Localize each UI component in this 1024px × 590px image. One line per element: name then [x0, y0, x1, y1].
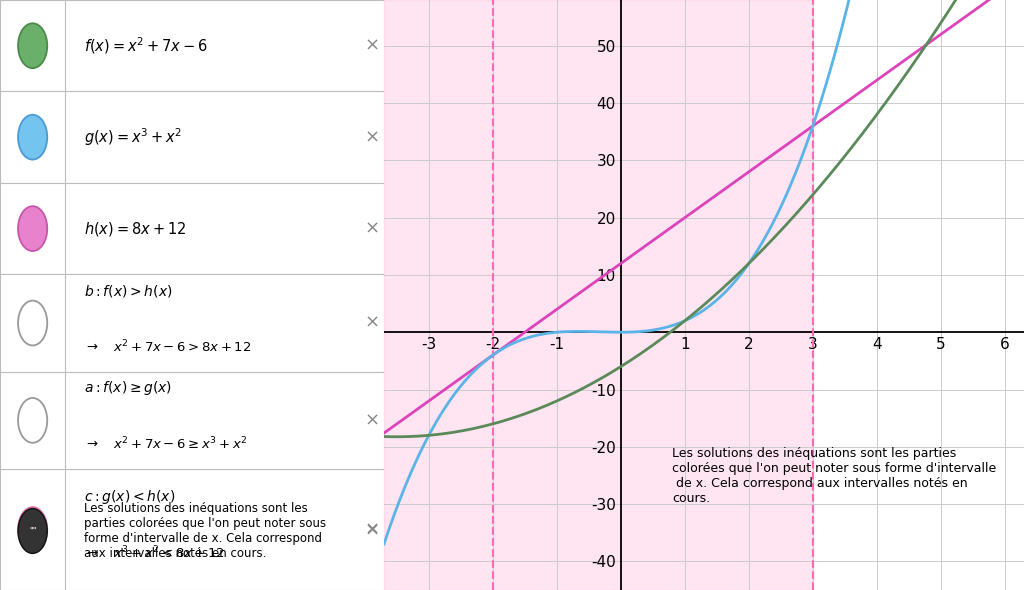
Text: $b : f(x) > h(x)$: $b : f(x) > h(x)$: [85, 283, 173, 299]
Circle shape: [18, 300, 47, 345]
Text: ×: ×: [365, 37, 380, 55]
Text: $\rightarrow \quad x^2 + 7x - 6 > 8x + 12$: $\rightarrow \quad x^2 + 7x - 6 > 8x + 1…: [85, 338, 252, 355]
Circle shape: [18, 114, 47, 160]
Text: $h(x) = 8x + 12$: $h(x) = 8x + 12$: [85, 219, 186, 238]
Text: $a : f(x) \geq g(x)$: $a : f(x) \geq g(x)$: [85, 379, 173, 397]
Text: ×: ×: [365, 522, 380, 540]
Text: $\rightarrow \quad x^2 + 7x - 6 \geq x^3 + x^2$: $\rightarrow \quad x^2 + 7x - 6 \geq x^3…: [85, 435, 248, 453]
Text: ×: ×: [365, 219, 380, 238]
Text: $g(x) = x^3 + x^2$: $g(x) = x^3 + x^2$: [85, 126, 183, 148]
Text: Les solutions des inéquations sont les parties
colorées que l'on peut noter sous: Les solutions des inéquations sont les p…: [672, 447, 996, 505]
Text: "": "": [29, 526, 37, 536]
Circle shape: [18, 509, 47, 553]
Text: ×: ×: [365, 411, 380, 430]
Text: ×: ×: [365, 314, 380, 332]
Text: ×: ×: [365, 520, 380, 539]
Text: $\rightarrow \quad x^3 + x^2 < 8x + 12$: $\rightarrow \quad x^3 + x^2 < 8x + 12$: [85, 545, 225, 562]
Text: $f(x) = x^2 + 7x - 6$: $f(x) = x^2 + 7x - 6$: [85, 35, 208, 56]
Circle shape: [18, 24, 47, 68]
Circle shape: [18, 206, 47, 251]
Circle shape: [18, 398, 47, 442]
Text: $c : g(x) < h(x)$: $c : g(x) < h(x)$: [85, 488, 176, 506]
Text: ×: ×: [365, 128, 380, 146]
Circle shape: [18, 507, 47, 552]
Text: Les solutions des inéquations sont les
parties colorées que l'on peut noter sous: Les solutions des inéquations sont les p…: [85, 502, 327, 560]
